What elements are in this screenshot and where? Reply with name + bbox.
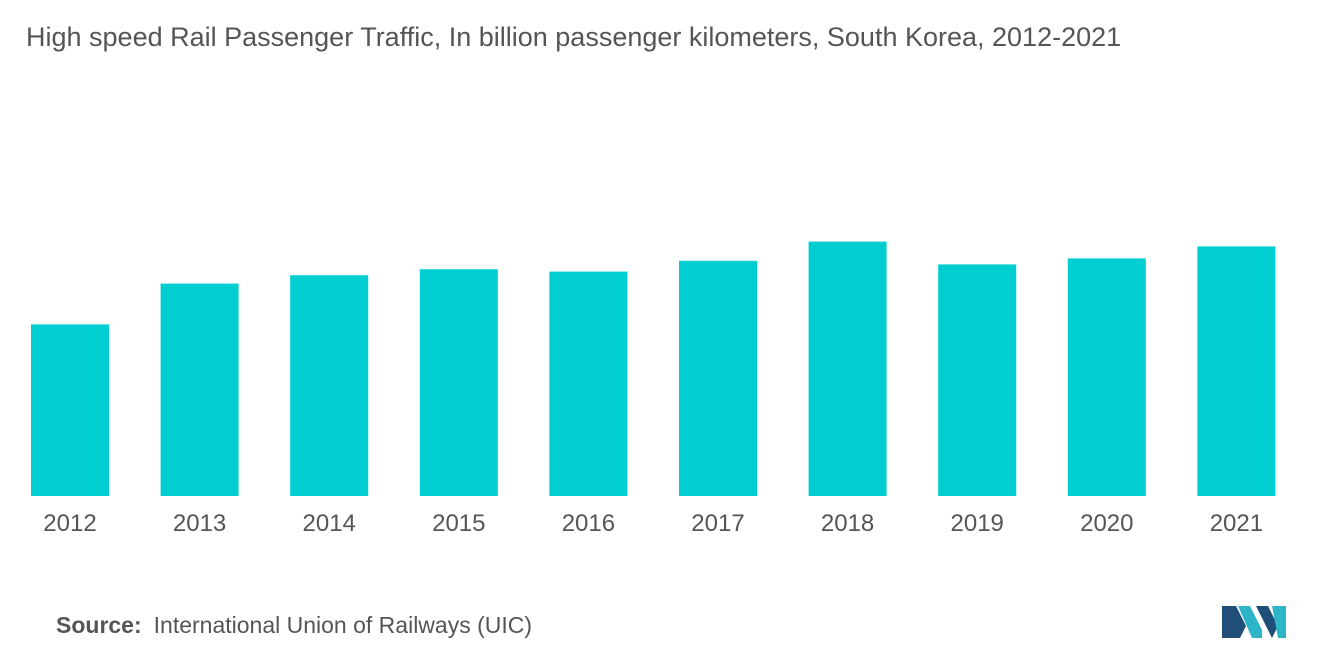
bar-chart: 2012 2013 2014 2015 2016 2017 2018 2019 2020 2021: [31, 241, 1276, 537]
bar-2014: [290, 275, 369, 496]
bar-2015: [419, 269, 498, 496]
x-tick-label-2019: 2019: [951, 510, 1004, 537]
bar-2020: [1067, 258, 1146, 496]
bar-2013: [160, 283, 239, 496]
x-tick-label-2013: 2013: [173, 510, 226, 537]
bar-2018: [808, 241, 887, 496]
x-tick-label-2014: 2014: [303, 510, 356, 537]
x-tick-labels: 2012 2013 2014 2015 2016 2017 2018 2019 2020 2021: [43, 510, 1263, 537]
bar-2017: [679, 260, 757, 496]
bar-2016: [549, 271, 628, 496]
source-text: International Union of Railways (UIC): [153, 612, 533, 638]
x-tick-label-2016: 2016: [562, 510, 615, 537]
x-tick-label-2012: 2012: [43, 510, 96, 537]
x-tick-label-2015: 2015: [432, 510, 485, 537]
source-note: Source: International Union of Railways (…: [56, 612, 532, 639]
mordor-intelligence-logo-icon: [1222, 606, 1286, 638]
bar-2012: [31, 324, 109, 496]
chart-title: High speed Rail Passenger Traffic, In bi…: [26, 22, 1122, 52]
x-tick-label-2018: 2018: [821, 510, 874, 537]
x-tick-label-2021: 2021: [1210, 510, 1263, 537]
x-tick-label-2017: 2017: [691, 510, 744, 537]
bar-2021: [1197, 246, 1276, 496]
bar-2019: [938, 264, 1017, 496]
source-label: Source:: [56, 612, 142, 638]
x-tick-label-2020: 2020: [1080, 510, 1133, 537]
bars-group: [31, 241, 1276, 496]
